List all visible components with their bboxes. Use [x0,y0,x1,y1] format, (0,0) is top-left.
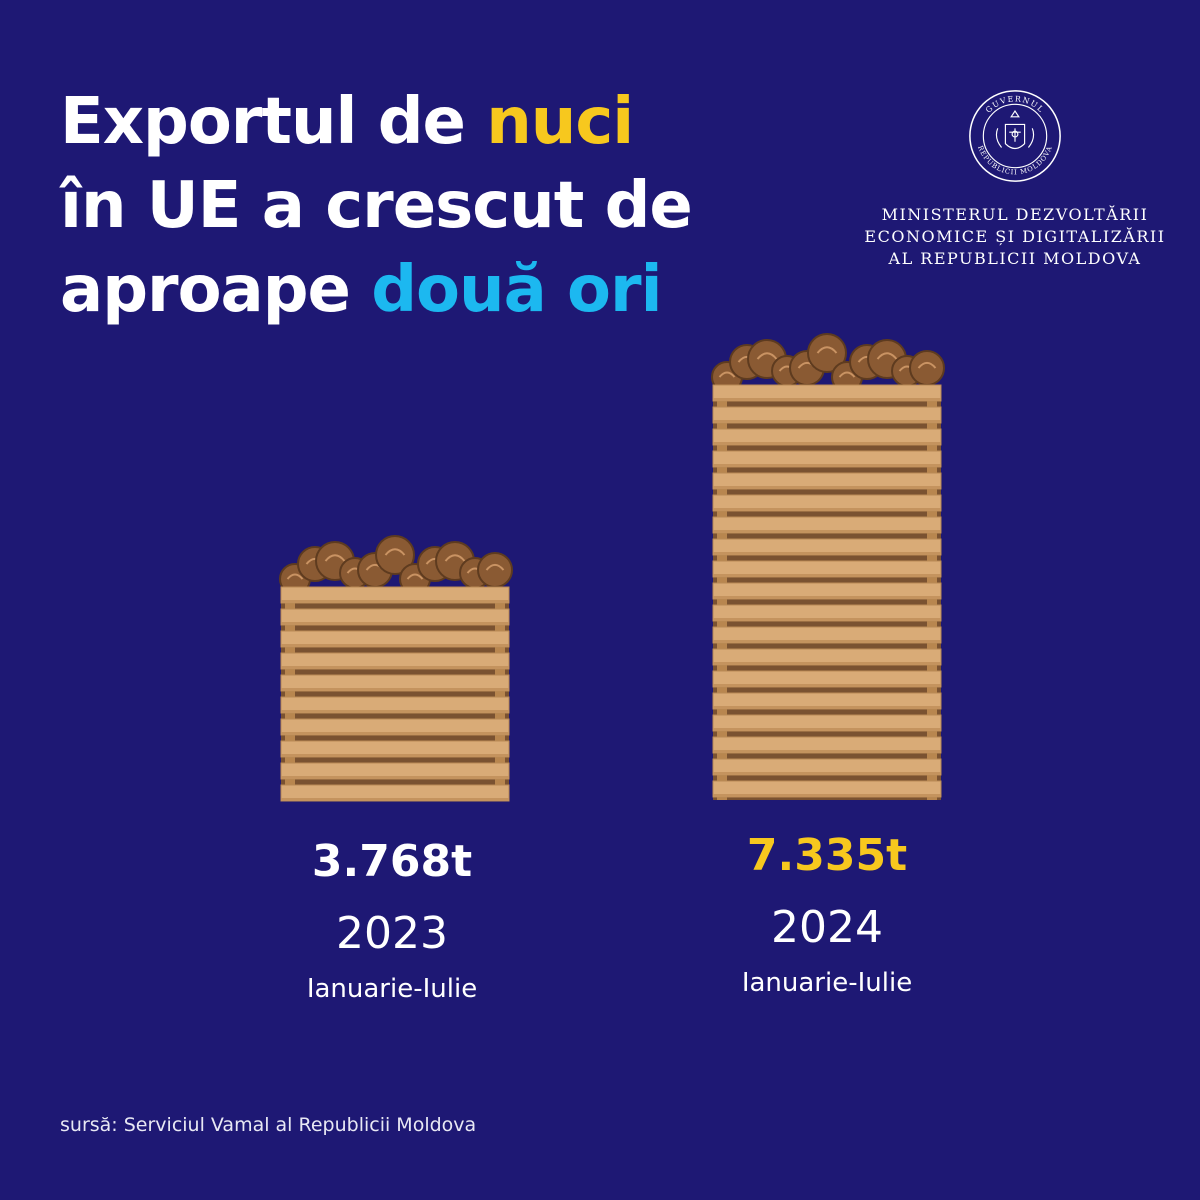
crate-slat-shadow [281,732,509,735]
crate-slat-shadow [281,798,509,801]
headline-line-1: Exportul de nuci [60,80,820,164]
crate-slat-shadow [713,662,941,665]
crate-slat-shadow [713,574,941,577]
walnut-shell-line [756,352,778,360]
crate-slat-shadow [281,754,509,757]
ministry-name-line-2: Economice și Digitalizării [864,227,1166,246]
headline-highlight-doua-ori: două ori [371,253,662,327]
period-label-2024: Ianuarie-Iulie [741,968,913,998]
crate-slat-shadow [281,600,509,603]
walnut-icon [909,350,945,386]
stat-2024: 7.335t 2024 Ianuarie-Iulie [667,828,987,1000]
crate-slat-shadow [281,666,509,669]
walnut-shell-line [718,371,736,378]
headline-text: aproape [60,253,372,327]
crate-slat-shadow [281,644,509,647]
crate-slat-shadow [713,772,941,775]
headline-text: Exportul de [60,85,487,159]
crate-slat-shadow [713,596,941,599]
crate-slat-shadow [713,552,941,555]
ministry-name-line-3: al Republicii Moldova [888,249,1142,268]
crate-slat-shadow [713,442,941,445]
crate-slat-shadow [713,486,941,489]
period-label-2023: Ianuarie-Iulie [306,974,478,1004]
government-seal-icon: GUVERNUL REPUBLICII MOLDOVA [969,90,1061,182]
walnut-icon [477,552,513,588]
crate-slat-shadow [713,508,941,511]
headline-line-3: aproape două ori [60,248,820,332]
walnut-icon [807,333,847,373]
nut-heap-2023 [279,535,513,595]
headline-line-2: în UE a crescut de [60,169,693,243]
value-label-2023: 3.768t [311,836,473,887]
bar-2024 [711,333,945,800]
crate-slat-shadow [713,728,941,731]
bar-2023 [279,535,513,802]
walnut-shell-line [838,371,856,378]
crate-slat-shadow [713,398,941,401]
crate-slat-shadow [713,684,941,687]
stat-2023: 3.768t 2023 Ianuarie-Iulie [232,834,552,1006]
headline: Exportul de nuci în UE a crescut de apro… [60,80,820,332]
crate-slat-shadow [281,688,509,691]
walnut-shell-line [286,573,304,580]
value-label-2024: 7.335t [746,830,908,881]
crate-slat-shadow [713,618,941,621]
crate-slat-shadow [713,464,941,467]
ministry-logo-block: GUVERNUL REPUBLICII MOLDOVA Ministerul D… [860,88,1170,270]
walnut-icon [375,535,415,575]
walnut-shell-line [917,361,937,369]
walnut-shell-line [384,548,406,556]
walnut-shell-line [876,352,898,360]
walnut-shell-line [816,346,838,354]
category-label-2023: 2023 [336,908,448,959]
nut-heap-2024 [711,333,945,393]
crate-slat-shadow [281,710,509,713]
walnut-shell-line [444,554,466,562]
crate-slat-shadow [713,750,941,753]
source-note: sursă: Serviciul Vamal al Republicii Mol… [60,1114,477,1136]
crate-slat-shadow [281,776,509,779]
walnut-shell-line [324,554,346,562]
crate-slat-shadow [281,622,509,625]
crate-slat-shadow [713,530,941,533]
crate-slat-shadow [713,640,941,643]
crate-post-left [285,587,295,800]
crate-slat-shadow [713,420,941,423]
walnut-shell-line [485,563,505,571]
ministry-name-line-1: Ministerul Dezvoltării [881,205,1149,224]
category-label-2024: 2024 [771,902,883,953]
ministry-name: Ministerul Dezvoltării Economice și Digi… [860,204,1170,270]
crate-slat-shadow [713,706,941,709]
crate-post-right [495,587,505,800]
walnut-shell-line [406,573,424,580]
headline-highlight-nuci: nuci [486,85,634,159]
crate-slat-shadow [713,794,941,797]
